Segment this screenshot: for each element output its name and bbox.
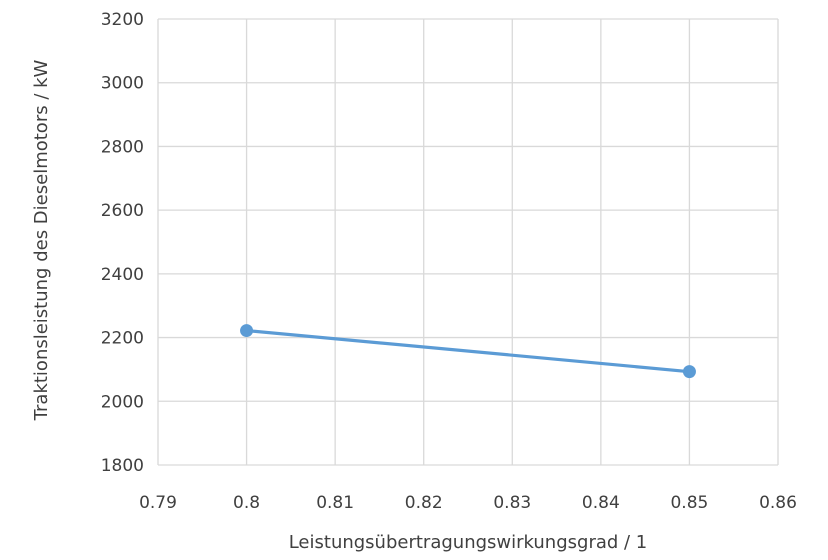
- series-line: [244, 328, 692, 374]
- x-tick-labels: 0.79 0.8 0.81 0.82 0.83 0.84 0.85 0.86: [139, 493, 797, 513]
- x-tick-label: 0.85: [670, 493, 708, 513]
- y-tick-label: 2000: [101, 392, 144, 412]
- y-tick-labels: 1800 2000 2200 2400 2600 2800 3000 3200: [101, 10, 144, 476]
- x-tick-label: 0.86: [759, 493, 797, 513]
- grid-lines: [157, 18, 779, 466]
- data-point: [240, 324, 254, 338]
- y-axis-title: Traktionsleistung des Dieselmotors / kW: [31, 59, 52, 421]
- x-tick-label: 0.81: [316, 493, 354, 513]
- y-tick-label: 2600: [101, 201, 144, 221]
- x-tick-label: 0.8: [233, 493, 260, 513]
- y-tick-label: 1800: [101, 456, 144, 476]
- y-tick-label: 3200: [101, 10, 144, 30]
- y-tick-label: 2400: [101, 265, 144, 285]
- series-layer: [240, 324, 696, 379]
- x-tick-label: 0.79: [139, 493, 177, 513]
- data-point: [682, 365, 696, 379]
- x-tick-label: 0.83: [493, 493, 531, 513]
- y-tick-label: 3000: [101, 74, 144, 94]
- y-tick-label: 2800: [101, 137, 144, 157]
- x-tick-label: 0.82: [405, 493, 443, 513]
- x-tick-label: 0.84: [582, 493, 620, 513]
- y-tick-label: 2200: [101, 329, 144, 349]
- x-axis-title: Leistungsübertragungswirkungsgrad / 1: [289, 532, 648, 553]
